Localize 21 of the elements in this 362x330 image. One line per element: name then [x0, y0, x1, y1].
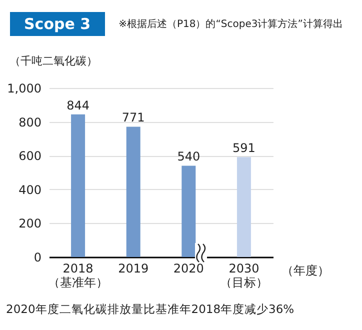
data-label: 540 [177, 150, 200, 164]
data-label: 844 [66, 98, 90, 112]
x-axis-title: （年度） [282, 264, 330, 278]
bar [182, 166, 196, 257]
bar [126, 126, 140, 257]
bar [236, 157, 251, 257]
y-tick-label: 0 [34, 250, 42, 264]
y-tick-label: 800 [18, 115, 42, 130]
chart-title: Scope 3 [10, 12, 105, 36]
bar [71, 114, 86, 257]
y-tick-label: 400 [18, 182, 42, 197]
y-axis-title: （千吨二氧化碳） [10, 54, 98, 68]
y-tick-label: 200 [18, 216, 42, 231]
data-label: 771 [122, 110, 145, 125]
x-tick-label: 2019 [118, 262, 149, 276]
chart-subtitle: ※根据后述（P18）的“Scope3计算方法”计算得出 [118, 18, 343, 31]
text: 2020年度二氧化碳排放量比基准年2018年度减少36% [6, 302, 294, 317]
y-tick-label: 600 [18, 149, 42, 164]
y-tick-label: 1,000 [7, 82, 42, 96]
data-label: 591 [232, 141, 256, 156]
x-tick-label: 2020 [173, 262, 204, 276]
